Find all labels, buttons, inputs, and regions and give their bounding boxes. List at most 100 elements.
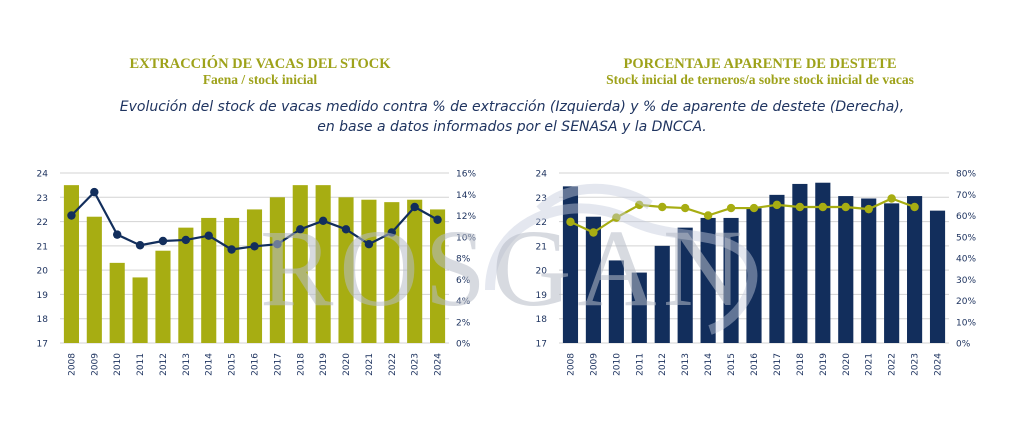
right-chart-title: PORCENTAJE APARENTE DE DESTETE xyxy=(623,56,897,72)
left-chart-title-block: EXTRACCIÓN DE VACAS DEL STOCK Faena / st… xyxy=(60,56,460,88)
right-bar-2017 xyxy=(769,194,785,343)
right-bar-2013 xyxy=(677,227,693,343)
left-line-point-2010 xyxy=(113,230,122,239)
left-left-tick-label: 17 xyxy=(37,340,48,350)
left-bar-2021 xyxy=(361,199,377,343)
right-x-tick-label: 2020 xyxy=(842,353,852,376)
left-bar-2010 xyxy=(109,262,125,343)
right-line-point-2015 xyxy=(726,203,736,213)
left-x-tick-label: 2024 xyxy=(434,353,444,376)
left-bar-2017 xyxy=(269,197,285,343)
left-line-point-2012 xyxy=(158,236,168,246)
left-line-point-2021 xyxy=(364,239,374,249)
right-x-tick-label: 2016 xyxy=(750,353,760,376)
right-x-tick-label: 2013 xyxy=(681,353,691,376)
left-bar-2014 xyxy=(201,217,217,343)
left-x-tick-label: 2013 xyxy=(182,353,192,376)
left-x-tick-label: 2008 xyxy=(67,353,77,376)
left-right-tick-label: 14% xyxy=(456,191,476,201)
right-right-tick-label: 50% xyxy=(956,233,976,243)
right-chart-title-block: PORCENTAJE APARENTE DE DESTETE Stock ini… xyxy=(530,56,990,88)
left-bar-2016 xyxy=(246,209,263,343)
right-line-point-2022 xyxy=(887,194,896,203)
right-x-tick-label: 2015 xyxy=(727,353,737,376)
right-bar-2019 xyxy=(815,182,831,343)
left-x-tick-label: 2020 xyxy=(342,353,352,376)
right-right-tick-label: 70% xyxy=(956,191,976,201)
left-chart-title: EXTRACCIÓN DE VACAS DEL STOCK xyxy=(129,56,391,72)
left-x-tick-label: 2018 xyxy=(296,353,306,376)
right-bar-2011 xyxy=(631,272,647,343)
left-right-tick-label: 0% xyxy=(456,340,471,350)
right-right-tick-label: 40% xyxy=(956,255,976,265)
right-line-point-2008 xyxy=(566,217,575,227)
right-x-tick-label: 2021 xyxy=(865,353,875,376)
right-left-tick-label: 21 xyxy=(536,242,547,252)
right-line-point-2014 xyxy=(703,211,713,220)
left-right-tick-label: 4% xyxy=(456,297,471,307)
right-right-tick-label: 30% xyxy=(956,276,976,286)
right-bar-2010 xyxy=(608,260,624,343)
right-right-tick-label: 80% xyxy=(956,170,976,180)
left-right-tick-label: 6% xyxy=(456,276,471,286)
right-x-tick-label: 2010 xyxy=(612,353,622,376)
right-left-tick-label: 24 xyxy=(536,170,548,180)
right-x-tick-label: 2024 xyxy=(934,353,944,376)
right-bar-2012 xyxy=(654,245,670,343)
left-line-point-2013 xyxy=(181,235,191,245)
left-x-tick-label: 2022 xyxy=(388,353,398,376)
left-bar-2011 xyxy=(132,277,148,343)
right-bar-2018 xyxy=(792,183,808,343)
left-left-tick-label: 22 xyxy=(37,218,48,228)
left-x-tick-label: 2009 xyxy=(90,353,100,376)
right-left-tick-label: 17 xyxy=(536,340,547,350)
right-bar-2014 xyxy=(700,217,716,343)
left-bar-2020 xyxy=(338,197,354,343)
right-bar-2023 xyxy=(907,196,923,343)
left-bar-2024 xyxy=(430,209,446,343)
left-right-tick-label: 16% xyxy=(456,170,476,180)
left-line-point-2019 xyxy=(318,216,328,226)
left-x-tick-label: 2010 xyxy=(113,353,123,376)
right-x-tick-label: 2008 xyxy=(566,353,576,376)
left-left-tick-label: 20 xyxy=(37,267,49,277)
left-line-point-2014 xyxy=(204,231,213,240)
right-left-tick-label: 18 xyxy=(536,315,548,325)
right-line-point-2018 xyxy=(795,202,805,212)
left-bar-2023 xyxy=(407,199,423,343)
caption-line-2: en base a datos informados por el SENASA… xyxy=(317,119,707,135)
left-left-tick-label: 21 xyxy=(37,242,48,252)
left-x-tick-label: 2011 xyxy=(136,353,146,376)
left-bar-2019 xyxy=(315,185,331,343)
right-line-point-2011 xyxy=(635,200,644,210)
right-chart-subtitle: Stock inicial de terneros/a sobre stock … xyxy=(606,72,914,87)
right-line-point-2021 xyxy=(864,204,873,214)
right-left-tick-label: 19 xyxy=(536,291,548,301)
right-bar-2008 xyxy=(562,186,579,343)
left-chart-subtitle: Faena / stock inicial xyxy=(202,72,318,87)
right-line-point-2013 xyxy=(680,203,690,213)
left-bar-2022 xyxy=(384,202,400,343)
right-right-tick-label: 10% xyxy=(956,318,976,328)
left-line-point-2017 xyxy=(273,239,282,249)
right-line-point-2009 xyxy=(589,228,598,237)
right-line-point-2017 xyxy=(772,200,782,210)
right-x-tick-label: 2019 xyxy=(819,353,829,376)
right-x-tick-label: 2009 xyxy=(589,353,599,376)
left-x-tick-label: 2012 xyxy=(159,353,169,376)
left-x-tick-label: 2016 xyxy=(251,353,261,376)
right-left-tick-label: 22 xyxy=(536,218,547,228)
right-bar-2020 xyxy=(838,196,854,343)
left-bar-2008 xyxy=(63,185,79,343)
right-left-tick-label: 20 xyxy=(536,267,548,277)
left-x-tick-label: 2015 xyxy=(228,353,238,376)
right-line-point-2010 xyxy=(612,213,621,222)
right-bar-2016 xyxy=(746,208,762,343)
left-right-tick-label: 2% xyxy=(456,318,471,328)
left-x-tick-label: 2023 xyxy=(411,353,421,376)
left-x-tick-label: 2021 xyxy=(365,353,375,376)
right-x-tick-label: 2011 xyxy=(635,353,645,376)
left-left-tick-label: 18 xyxy=(37,315,49,325)
